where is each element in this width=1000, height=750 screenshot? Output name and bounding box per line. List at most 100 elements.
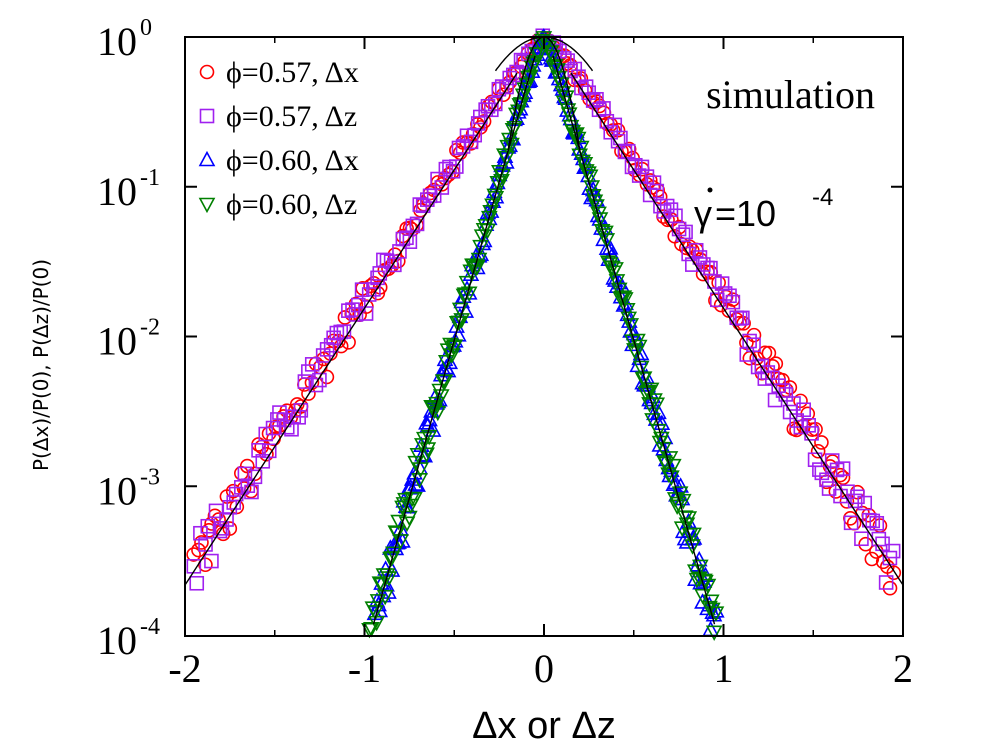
series-4-point: [586, 194, 604, 210]
y-tick-label-base: 10: [97, 468, 137, 513]
legend-marker: [199, 108, 215, 124]
series-2-point: [707, 274, 722, 289]
y-tick-label: 10 -1: [97, 165, 160, 214]
series-4-point: [514, 88, 532, 105]
series-2-point: [341, 303, 356, 318]
series-4-point: [451, 302, 469, 319]
series-4-point: [588, 199, 605, 215]
series-2-point: [214, 521, 230, 536]
series-2-point: [402, 234, 418, 250]
series-4-point: [520, 70, 537, 87]
series-4-point: [418, 447, 435, 463]
series-2-point: [571, 69, 586, 85]
series-2-point: [189, 575, 205, 591]
series-3-point: [497, 153, 515, 169]
legend-item-3: ϕ=0.60, Δx: [198, 144, 359, 177]
series-4-point: [482, 204, 499, 221]
y-tick-label: 10 -2: [97, 315, 160, 364]
series-2-point: [725, 294, 741, 310]
y-tick-label-exponent: -2: [140, 315, 160, 341]
series-4-point: [691, 559, 709, 576]
series-4-point: [590, 206, 607, 223]
series-4-point: [632, 360, 650, 377]
series-1-point: [650, 182, 665, 198]
series-2-point: [646, 175, 662, 190]
series-2-point: [869, 515, 885, 531]
series-4-point: [598, 233, 616, 249]
x-tick-label: -2: [168, 646, 201, 691]
series-4-point: [450, 315, 468, 332]
series-3: [366, 27, 725, 637]
series-4-point: [431, 383, 449, 400]
series-4-point: [583, 180, 601, 196]
series-2-point: [366, 282, 381, 297]
series-2-point: [854, 531, 869, 547]
series-2-point: [678, 224, 693, 240]
x-axis-label: Δx or Δz: [472, 705, 616, 747]
series-3-point: [439, 361, 457, 378]
series-4-point: [542, 45, 560, 61]
series-1-point: [810, 443, 826, 459]
series-4-point: [591, 212, 609, 228]
series-2-point: [272, 405, 287, 420]
y-tick-label: 10 -3: [97, 464, 160, 513]
series-4-point: [371, 576, 389, 592]
series-3-point: [653, 414, 671, 431]
series-2-point: [449, 159, 464, 174]
fit-curve-2: [184, 72, 518, 586]
series-2-point: [237, 466, 253, 482]
series-4-point: [383, 551, 401, 567]
series-3-point: [650, 403, 667, 420]
series-2-point: [843, 515, 859, 531]
series-1-point: [194, 535, 209, 550]
series-3-point: [441, 353, 459, 370]
series-1-point: [496, 87, 511, 103]
series-2-point: [735, 310, 750, 326]
series-4-point: [552, 77, 570, 93]
series-4-point: [707, 606, 725, 622]
series-2-point: [821, 481, 837, 496]
y-tick-label-base: 10: [97, 618, 137, 663]
series-4-point: [584, 189, 602, 205]
series-4-point: [680, 511, 698, 527]
series-2-point: [204, 553, 219, 569]
series-2-point: [323, 337, 339, 353]
series-2-point: [434, 180, 450, 195]
series-2-point: [714, 276, 730, 291]
series-4-point: [574, 154, 592, 171]
series-2-point: [885, 543, 901, 559]
series-1-point: [301, 386, 316, 401]
series-2-point: [801, 418, 816, 433]
series-4-point: [413, 438, 431, 454]
x-tick-label: 1: [714, 646, 734, 691]
series-2-point: [824, 453, 840, 468]
y-tick-label-base: 10: [97, 319, 137, 364]
series-2-point: [247, 469, 263, 485]
x-tick-label: 2: [893, 646, 913, 691]
series-2-point: [412, 197, 428, 212]
fit-curves: [184, 36, 904, 625]
annotation-simulation: simulation: [706, 72, 875, 117]
series-4-point: [473, 229, 491, 245]
series-2-point: [659, 198, 675, 214]
series-4: [361, 31, 725, 641]
rate-dot: [707, 187, 713, 193]
series-4-point: [648, 397, 666, 414]
legend-label: ϕ=0.57, Δz: [226, 100, 357, 133]
series-2-point: [567, 61, 583, 77]
rate-symbol: γ: [694, 193, 712, 234]
legend-item-4: ϕ=0.60, Δz: [198, 188, 357, 221]
y-tick-label-exponent: 0: [140, 15, 152, 41]
series-2-point: [293, 403, 309, 418]
x-tick-label: -1: [348, 646, 381, 691]
shear-rate-label: γ =10 -4: [694, 184, 833, 234]
series-2-point: [409, 216, 425, 232]
series-4-point: [415, 431, 433, 448]
series-4-point: [442, 337, 459, 354]
series-1-point: [254, 439, 269, 455]
series-3-point: [370, 595, 387, 612]
series-1-point: [621, 141, 637, 157]
series-4-point: [635, 371, 653, 387]
